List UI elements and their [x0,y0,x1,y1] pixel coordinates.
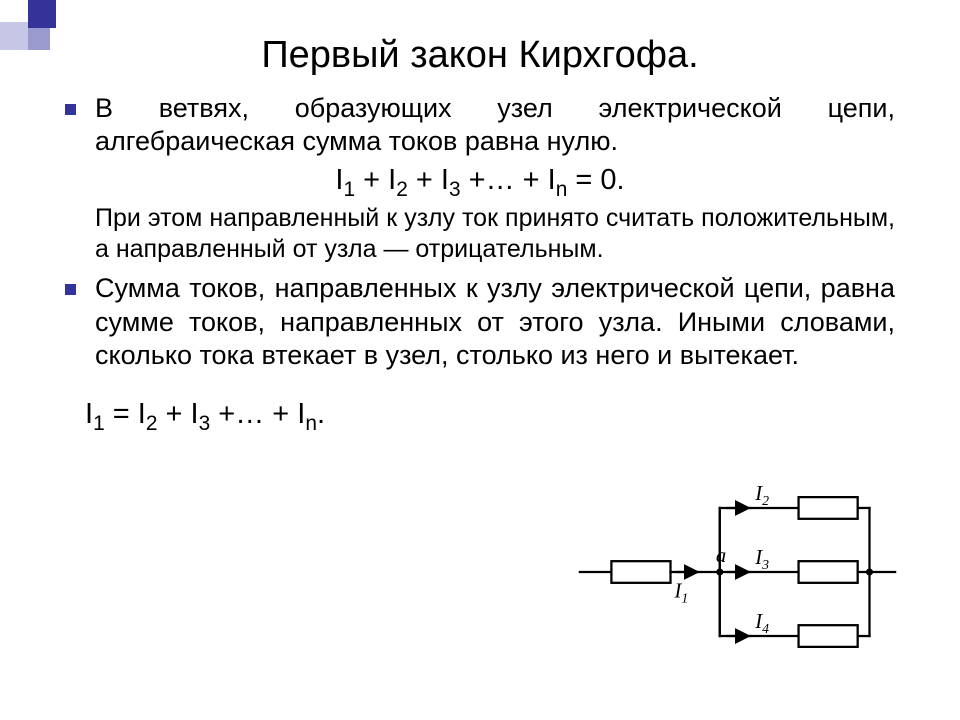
sub-paragraph: При этом направленный к узлу ток принято… [65,203,895,264]
bullet-1: В ветвях, образующих узел электрической … [65,92,895,158]
equation-balance: I1 = I2 + I3 +… + In. [65,398,895,431]
bullet-2: Сумма токов, направленных к узлу электри… [65,272,895,372]
svg-text:I4: I4 [754,611,769,636]
circuit-diagram: a I1 I2 I3 I4 [572,472,902,672]
equation-sum-zero: I1 + I2 + I3 +… + In = 0. [65,164,895,197]
svg-text:I2: I2 [754,483,769,508]
svg-text:a: a [716,545,726,567]
slide-body: В ветвях, образующих узел электрической … [65,92,895,431]
svg-text:I1: I1 [673,581,688,606]
circuit-svg: a I1 I2 I3 I4 [572,472,902,672]
slide-title: Первый закон Кирхгофа. [0,34,960,77]
svg-text:I3: I3 [754,547,769,572]
corner-sq-2 [28,0,56,28]
